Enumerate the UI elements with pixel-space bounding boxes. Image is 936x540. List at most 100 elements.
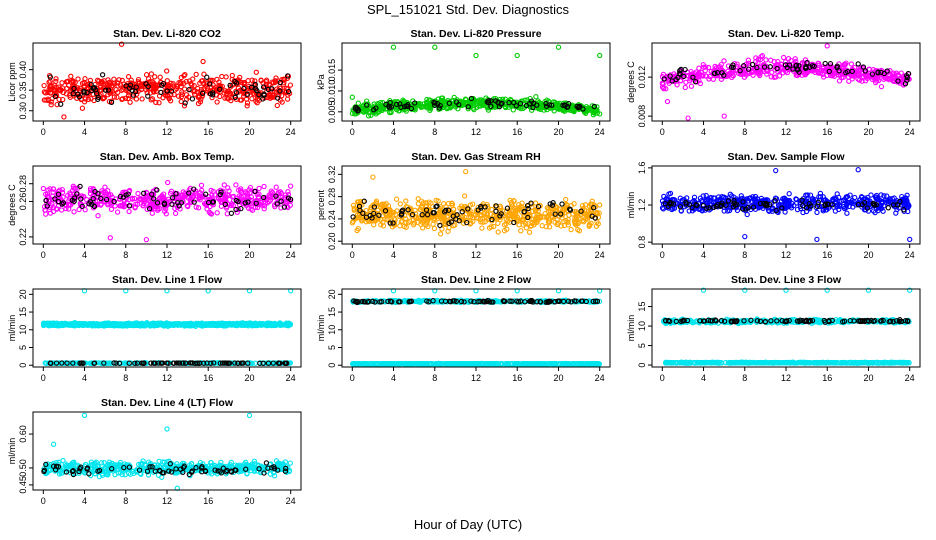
x-tick-label-4-0: 0 — [350, 250, 355, 260]
point-0-444 — [214, 76, 220, 83]
point-3-570 — [143, 236, 150, 243]
point-3-44 — [261, 183, 267, 190]
y-tick-label-2-0: 0.008 — [637, 105, 647, 128]
point-3-57 — [114, 209, 121, 215]
x-tick-label-4-4: 16 — [512, 250, 522, 260]
panel-5-title: Stan. Dev. Sample Flow — [727, 151, 845, 163]
x-tick-label-3-5: 20 — [244, 250, 254, 260]
point-1-515 — [376, 101, 382, 107]
x-tick-label-0-6: 24 — [286, 127, 296, 137]
point-0-448 — [181, 103, 188, 109]
point-0-258 — [114, 94, 120, 100]
point-4-455 — [403, 198, 409, 204]
point-1-533 — [400, 97, 406, 103]
point-0-479 — [263, 79, 269, 85]
point-0-499 — [101, 94, 107, 101]
point-3-131 — [233, 182, 239, 188]
point-1-603 — [412, 100, 418, 106]
panel-5-ylabel: ml/min — [626, 192, 636, 219]
point-4-584 — [415, 201, 422, 207]
point-1-613 — [388, 104, 395, 110]
point-3-411 — [102, 184, 108, 190]
point-0-5 — [164, 68, 170, 74]
point-0-507 — [241, 85, 247, 92]
point-0-545 — [132, 89, 139, 95]
panel-2-points — [659, 43, 912, 121]
point-0-552 — [91, 85, 98, 91]
point-0-537 — [81, 88, 87, 94]
y-tick-label-2-1: 0.012 — [637, 66, 647, 89]
point-1-454 — [443, 105, 450, 111]
point-1-583 — [393, 101, 400, 108]
point-0-572 — [200, 58, 206, 65]
x-tick-label-1-4: 16 — [512, 127, 522, 137]
x-tick-label-5-4: 16 — [822, 250, 832, 260]
y-tick-label-4-0: 0.20 — [327, 232, 337, 250]
point-0-401 — [253, 98, 259, 104]
point-2-131 — [745, 57, 752, 63]
point-2-159 — [799, 72, 805, 78]
panel-3-points — [40, 179, 294, 243]
point-2-141 — [878, 83, 885, 90]
point-0-402 — [82, 96, 88, 102]
point-0-453 — [201, 80, 207, 87]
point-4-385 — [420, 225, 426, 231]
point-2-240 — [683, 79, 689, 85]
y-tick-label-0-2: 0.40 — [18, 61, 28, 79]
point-0-91 — [41, 82, 47, 89]
point-0-548 — [210, 90, 216, 96]
point-1-224 — [355, 100, 361, 106]
point-0-497 — [246, 83, 252, 90]
point-0-394 — [53, 90, 59, 97]
point-1-591 — [591, 103, 597, 110]
point-0-557 — [275, 95, 281, 101]
point-1-538 — [463, 99, 469, 106]
x-tick-label-4-3: 12 — [471, 250, 481, 260]
point-1-615 — [495, 99, 501, 105]
x-tick-label-3-4: 16 — [203, 250, 213, 260]
point-0-495 — [164, 93, 170, 99]
point-5-380 — [786, 191, 792, 197]
point-1-586 — [446, 100, 452, 106]
point-0-553 — [58, 101, 64, 107]
point-0-530 — [233, 90, 240, 96]
point-1-626 — [473, 52, 479, 59]
point-0-535 — [108, 99, 115, 106]
y-tick-label-4-1: 0.24 — [327, 210, 337, 228]
point-0-322 — [47, 90, 54, 96]
point-2-573 — [664, 98, 671, 105]
point-0-431 — [197, 99, 204, 105]
point-0-568 — [261, 92, 267, 98]
x-tick-label-4-2: 8 — [432, 250, 437, 260]
point-4-399 — [397, 201, 403, 207]
point-0-81 — [54, 101, 60, 108]
point-0-481 — [153, 99, 159, 106]
panel-3-ylabel: degrees C — [7, 184, 17, 226]
y-tick-label-3-1: 0.26 — [18, 193, 28, 211]
point-0-387 — [273, 75, 279, 81]
point-0-330 — [125, 95, 131, 102]
x-tick-label-0-5: 20 — [244, 127, 254, 137]
x-tick-label-5-0: 0 — [660, 250, 665, 260]
x-tick-label-4-6: 24 — [595, 250, 605, 260]
y-tick-label-5-2: 1.6 — [637, 162, 647, 175]
x-tick-label-6-0: 0 — [41, 373, 46, 383]
panel-2-title: Stan. Dev. Li-820 Temp. — [728, 28, 844, 40]
point-0-70 — [214, 99, 220, 105]
point-1-455 — [591, 109, 597, 115]
point-0-551 — [248, 84, 255, 90]
point-5-574 — [742, 233, 748, 240]
point-1-522 — [554, 101, 561, 107]
y-tick-label-1-2: 0.015 — [327, 59, 337, 82]
point-1-558 — [513, 103, 519, 109]
point-2-468 — [792, 56, 798, 62]
point-0-563 — [285, 88, 292, 95]
point-3-180 — [198, 182, 205, 188]
point-1-619 — [352, 106, 358, 112]
point-1-616 — [408, 105, 415, 112]
point-0-358 — [117, 82, 124, 88]
point-0-430 — [217, 89, 223, 95]
point-0-455 — [41, 89, 48, 95]
